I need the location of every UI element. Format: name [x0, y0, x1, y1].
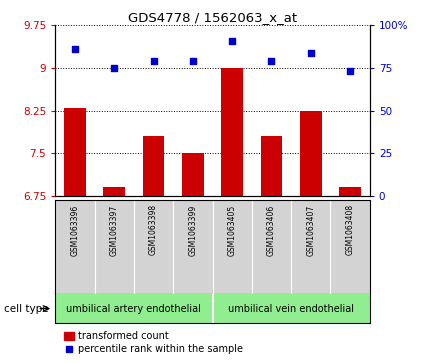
Bar	[103, 187, 125, 196]
Text: GSM1063396: GSM1063396	[71, 204, 79, 256]
Bar	[143, 136, 164, 196]
Text: cell type: cell type	[4, 303, 49, 314]
Point	[190, 58, 196, 64]
Legend: transformed count, percentile rank within the sample: transformed count, percentile rank withi…	[60, 327, 246, 358]
Text: GSM1063399: GSM1063399	[188, 204, 197, 256]
Point	[347, 69, 354, 74]
Bar	[64, 108, 86, 196]
Point	[150, 58, 157, 64]
Bar	[261, 136, 282, 196]
Text: GSM1063408: GSM1063408	[346, 204, 354, 256]
Bar	[182, 153, 204, 196]
Bar	[300, 111, 322, 196]
Text: umbilical vein endothelial: umbilical vein endothelial	[228, 303, 354, 314]
Bar	[339, 187, 361, 196]
Point	[307, 50, 314, 56]
Text: umbilical artery endothelial: umbilical artery endothelial	[66, 303, 201, 314]
Point	[111, 65, 118, 71]
Bar	[221, 68, 243, 196]
Point	[71, 46, 78, 52]
Point	[229, 38, 235, 44]
Point	[268, 58, 275, 64]
Text: GSM1063397: GSM1063397	[110, 204, 119, 256]
Title: GDS4778 / 1562063_x_at: GDS4778 / 1562063_x_at	[128, 11, 297, 24]
Text: GSM1063407: GSM1063407	[306, 204, 315, 256]
Text: GSM1063398: GSM1063398	[149, 204, 158, 256]
Text: GSM1063405: GSM1063405	[228, 204, 237, 256]
Text: GSM1063406: GSM1063406	[267, 204, 276, 256]
